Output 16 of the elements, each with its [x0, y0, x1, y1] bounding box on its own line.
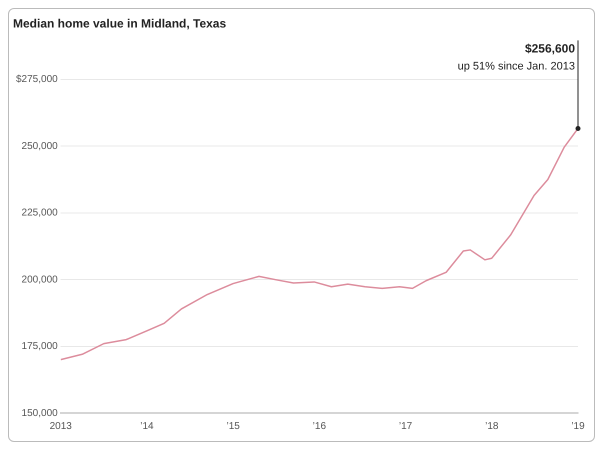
y-tick-label: 225,000 — [22, 208, 58, 219]
x-tick-label: ’18 — [485, 420, 499, 432]
y-tick-label: 150,000 — [22, 408, 58, 419]
text: up 51% since Jan. 2013 — [458, 60, 575, 72]
x-tick-label: ’19 — [571, 420, 586, 432]
y-tick-label: $275,000 — [16, 74, 58, 86]
y-tick-label: 175,000 — [22, 341, 58, 352]
x-tick-label: ’15 — [226, 420, 240, 432]
x-tick-label: 2013 — [50, 420, 72, 432]
x-tick-label: ’14 — [140, 420, 154, 432]
annotation: $256,600 — [524, 41, 576, 56]
y-tick-label: 200,000 — [22, 274, 58, 286]
y-tick-label: 250,000 — [22, 140, 58, 152]
chart-title: Median home value in Midland, Texas — [13, 16, 226, 31]
x-tick-label: ’16 — [312, 420, 326, 432]
x-tick-label: ’17 — [398, 420, 413, 432]
